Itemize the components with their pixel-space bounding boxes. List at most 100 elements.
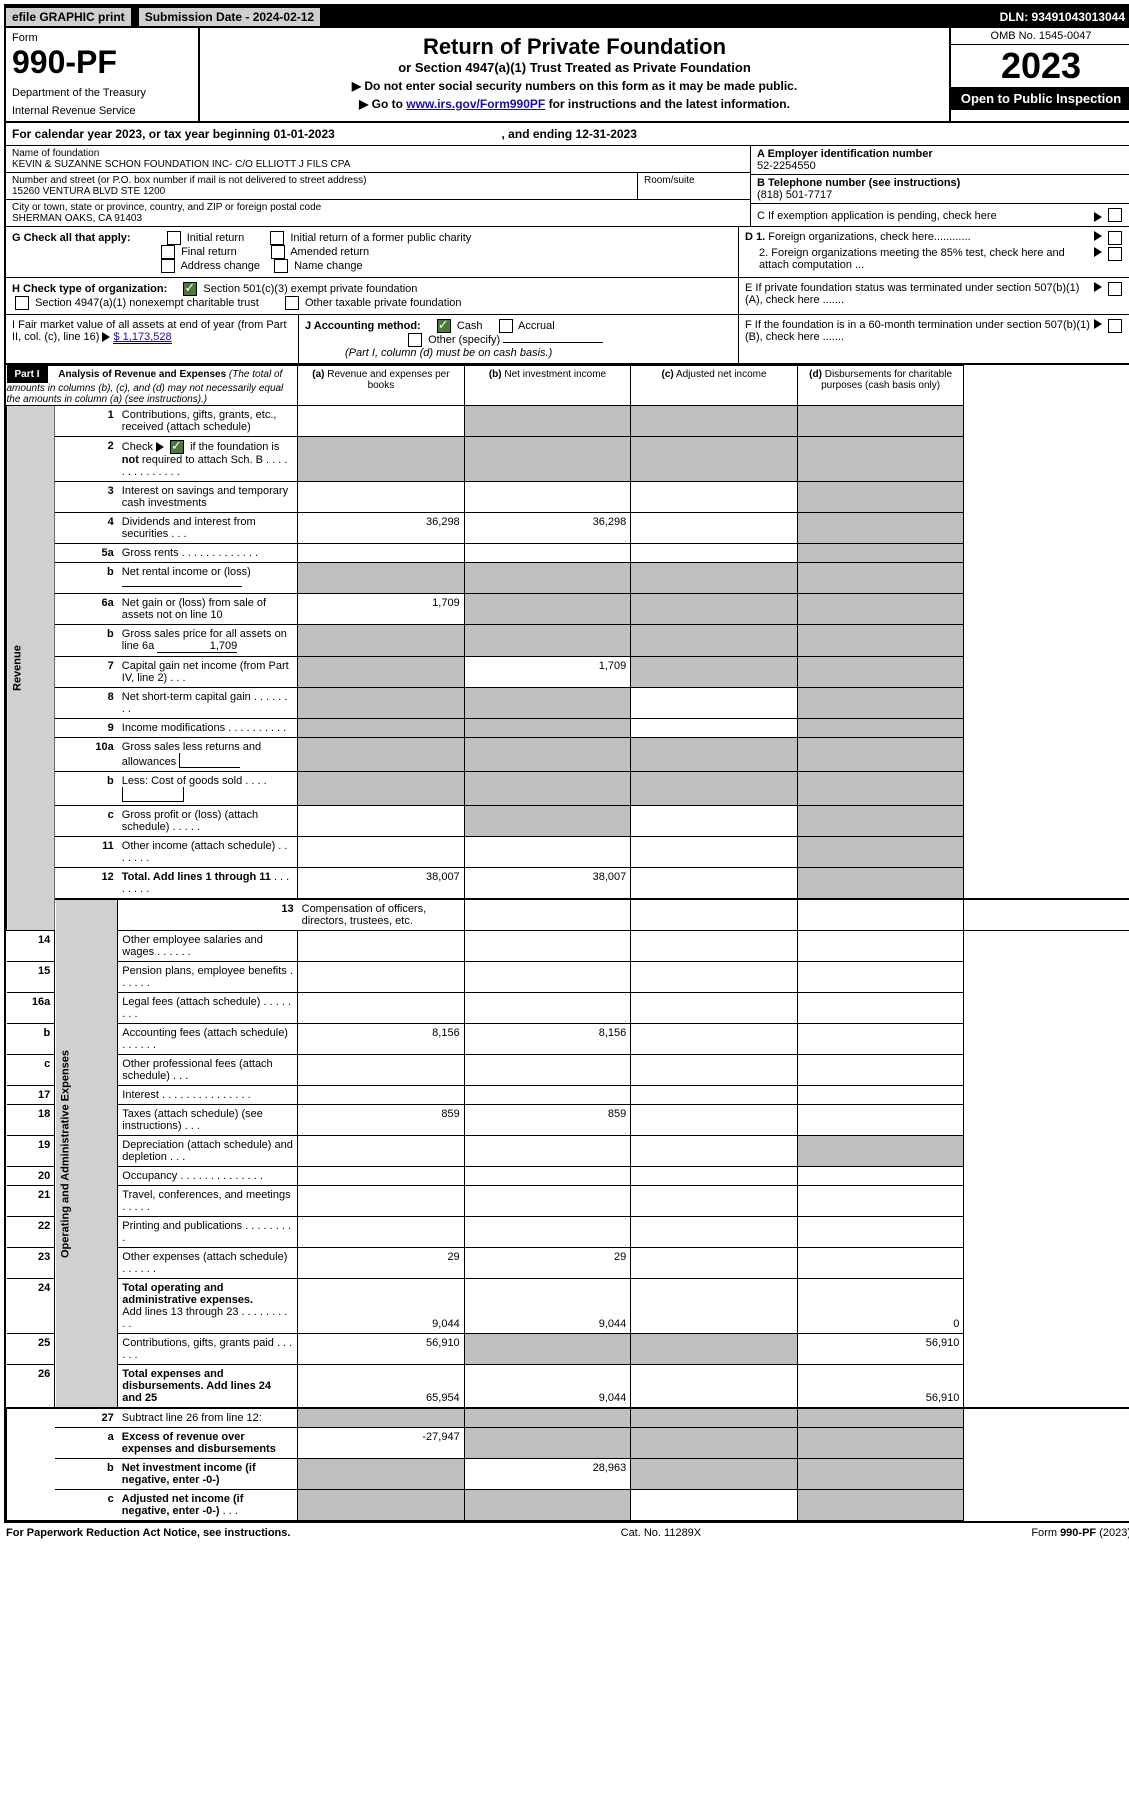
- val-4b: 36,298: [464, 513, 631, 544]
- val-12a: 38,007: [298, 868, 465, 900]
- g-name-checkbox[interactable]: [274, 259, 288, 273]
- fmv-value[interactable]: $ 1,173,528: [113, 331, 171, 344]
- header-mid: Return of Private Foundation or Section …: [200, 28, 949, 121]
- header-left: Form 990-PF Department of the Treasury I…: [6, 28, 200, 121]
- val-26d: 56,910: [797, 1365, 964, 1409]
- d2-label: 2. Foreign organizations meeting the 85%…: [745, 247, 1094, 271]
- val-27b: 28,963: [464, 1459, 631, 1490]
- c-checkbox[interactable]: [1108, 208, 1122, 222]
- arrow-icon: [1094, 231, 1102, 241]
- foundation-name: KEVIN & SUZANNE SCHON FOUNDATION INC- C/…: [12, 159, 744, 170]
- form-subtitle: or Section 4947(a)(1) Trust Treated as P…: [208, 60, 941, 75]
- f-checkbox[interactable]: [1108, 319, 1122, 333]
- schb-checkbox[interactable]: [170, 440, 184, 454]
- line-14: Other employee salaries and wages . . . …: [118, 931, 298, 962]
- line-7: Capital gain net income (from Part IV, l…: [118, 657, 298, 688]
- h-opt-other: Other taxable private foundation: [305, 297, 462, 309]
- val-7b: 1,709: [464, 657, 631, 688]
- val-16b-b: 8,156: [464, 1024, 631, 1055]
- revenue-side-label: Revenue: [7, 406, 55, 931]
- line-27a: Excess of revenue over expenses and disb…: [118, 1428, 298, 1459]
- g-amended-checkbox[interactable]: [271, 245, 285, 259]
- footer-right: Form 990-PF (2023): [1031, 1527, 1129, 1539]
- col-c-header: (c) Adjusted net income: [631, 366, 798, 406]
- section-g-d: G Check all that apply: Initial return I…: [6, 227, 1129, 278]
- arrow-icon: [1094, 247, 1102, 257]
- line-10a: Gross sales less returns and allowances: [118, 738, 298, 772]
- h-501c3-checkbox[interactable]: [183, 282, 197, 296]
- line-5a: Gross rents . . . . . . . . . . . . .: [118, 544, 298, 563]
- h-opt-4947: Section 4947(a)(1) nonexempt charitable …: [35, 297, 259, 309]
- line-12: Total. Add lines 1 through 11 . . . . . …: [118, 868, 298, 900]
- val-23a: 29: [298, 1248, 465, 1279]
- line-6b: Gross sales price for all assets on line…: [118, 625, 298, 657]
- g-opt-name: Name change: [294, 260, 363, 272]
- arrow-icon: [1094, 212, 1102, 222]
- j-cash-label: Cash: [457, 320, 483, 332]
- header-right: OMB No. 1545-0047 2023 Open to Public In…: [949, 28, 1129, 121]
- cal-begin: For calendar year 2023, or tax year begi…: [12, 127, 335, 141]
- j-cash-checkbox[interactable]: [437, 319, 451, 333]
- h-other-checkbox[interactable]: [285, 296, 299, 310]
- line-20: Occupancy . . . . . . . . . . . . . .: [118, 1167, 298, 1186]
- line-27b: Net investment income (if negative, ente…: [118, 1459, 298, 1490]
- line-22: Printing and publications . . . . . . . …: [118, 1217, 298, 1248]
- open-public-badge: Open to Public Inspection: [951, 87, 1129, 110]
- line-1: Contributions, gifts, grants, etc., rece…: [118, 406, 298, 437]
- arrow-icon: [1094, 282, 1102, 292]
- part1-title: Analysis of Revenue and Expenses: [58, 369, 226, 380]
- g-address-checkbox[interactable]: [161, 259, 175, 273]
- line-23: Other expenses (attach schedule) . . . .…: [118, 1248, 298, 1279]
- h-opt-501c3: Section 501(c)(3) exempt private foundat…: [203, 283, 417, 295]
- line-17: Interest . . . . . . . . . . . . . . .: [118, 1086, 298, 1105]
- city-label: City or town, state or province, country…: [12, 202, 744, 213]
- submission-date-badge: Submission Date - 2024-02-12: [139, 8, 320, 26]
- cal-end: , and ending 12-31-2023: [502, 127, 637, 141]
- val-24a: 9,044: [298, 1279, 465, 1334]
- line-3: Interest on savings and temporary cash i…: [118, 482, 298, 513]
- val-12b: 38,007: [464, 868, 631, 900]
- line-21: Travel, conferences, and meetings . . . …: [118, 1186, 298, 1217]
- city-value: SHERMAN OAKS, CA 91403: [12, 213, 744, 224]
- footer-mid: Cat. No. 11289X: [621, 1527, 702, 1539]
- h-4947-checkbox[interactable]: [15, 296, 29, 310]
- e-checkbox[interactable]: [1108, 282, 1122, 296]
- tax-year: 2023: [951, 45, 1129, 87]
- g-final-checkbox[interactable]: [161, 245, 175, 259]
- val-26b: 9,044: [464, 1365, 631, 1409]
- irs-link[interactable]: www.irs.gov/Form990PF: [406, 97, 545, 111]
- form-container: efile GRAPHIC print Submission Date - 20…: [4, 4, 1129, 1523]
- c-label: C If exemption application is pending, c…: [757, 210, 1094, 222]
- val-18a: 859: [298, 1105, 465, 1136]
- name-label: Name of foundation: [12, 148, 744, 159]
- j-other-checkbox[interactable]: [408, 333, 422, 347]
- instr-ssn: ▶ Do not enter social security numbers o…: [208, 79, 941, 93]
- val-24d: 0: [797, 1279, 964, 1334]
- efile-badge: efile GRAPHIC print: [6, 8, 131, 26]
- col-a-header: (a) Revenue and expenses per books: [298, 366, 465, 406]
- omb-number: OMB No. 1545-0047: [951, 28, 1129, 45]
- line-24: Total operating and administrative expen…: [118, 1279, 298, 1334]
- form-title: Return of Private Foundation: [208, 34, 941, 60]
- g-opt-initial: Initial return: [187, 232, 244, 244]
- d1-checkbox[interactable]: [1108, 231, 1122, 245]
- val-23b: 29: [464, 1248, 631, 1279]
- val-6a: 1,709: [298, 594, 465, 625]
- addr-label: Number and street (or P.O. box number if…: [12, 175, 631, 186]
- line-4: Dividends and interest from securities .…: [118, 513, 298, 544]
- line-9: Income modifications . . . . . . . . . .: [118, 719, 298, 738]
- d2-checkbox[interactable]: [1108, 247, 1122, 261]
- dept-irs: Internal Revenue Service: [12, 105, 192, 117]
- g-initial-checkbox[interactable]: [167, 231, 181, 245]
- col-d-header: (d) Disbursements for charitable purpose…: [797, 366, 964, 406]
- footer-left: For Paperwork Reduction Act Notice, see …: [6, 1527, 290, 1539]
- calendar-year-row: For calendar year 2023, or tax year begi…: [6, 123, 1129, 146]
- val-25d: 56,910: [797, 1334, 964, 1365]
- j-accrual-checkbox[interactable]: [499, 319, 513, 333]
- j-label: J Accounting method:: [305, 320, 421, 332]
- line-19: Depreciation (attach schedule) and deple…: [118, 1136, 298, 1167]
- j-note: (Part I, column (d) must be on cash basi…: [345, 347, 552, 359]
- val-27a: -27,947: [298, 1428, 465, 1459]
- line-26: Total expenses and disbursements. Add li…: [118, 1365, 298, 1409]
- g-initial-former-checkbox[interactable]: [270, 231, 284, 245]
